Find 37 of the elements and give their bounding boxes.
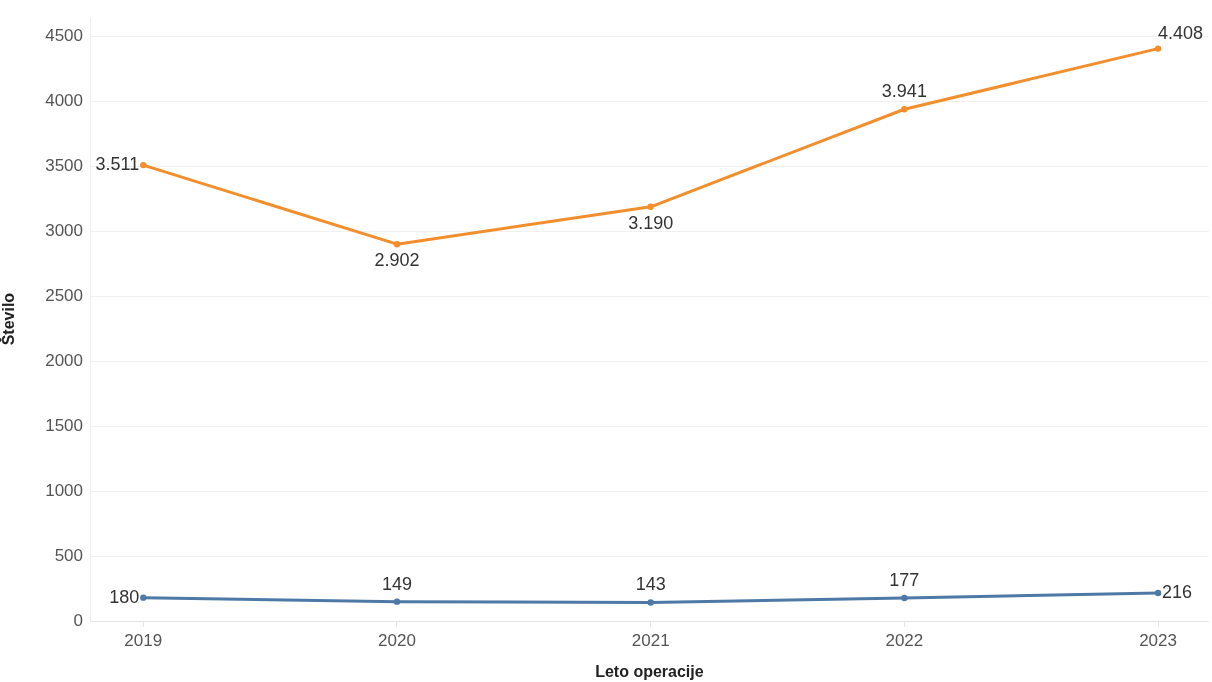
x-axis-title: Leto operacije <box>595 662 704 680</box>
data-label: 4.408 <box>1158 22 1204 43</box>
data-label: 3.190 <box>628 212 674 233</box>
point <box>140 161 147 169</box>
point <box>901 594 908 602</box>
point <box>901 106 908 113</box>
y-tick-label: 2000 <box>45 350 83 370</box>
x-tick-label: 2020 <box>378 630 416 650</box>
point <box>1154 45 1162 52</box>
y-tick-label: 500 <box>54 545 83 565</box>
point <box>393 240 401 248</box>
y-tick-label: 1000 <box>45 480 83 500</box>
point <box>647 203 654 210</box>
y-tick-label: 3000 <box>45 221 83 241</box>
data-label: 3.941 <box>881 81 927 102</box>
x-tick-label: 2022 <box>885 630 924 650</box>
point <box>393 598 401 605</box>
y-tick-label: 1500 <box>45 415 83 435</box>
x-tick-label: 2019 <box>124 630 163 650</box>
data-label: 149 <box>381 573 412 594</box>
data-label: 216 <box>1162 581 1193 602</box>
y-tick-label: 4000 <box>45 91 83 111</box>
x-tick-label: 2023 <box>1139 630 1177 650</box>
data-label: 2.902 <box>374 250 420 271</box>
data-label: 143 <box>635 574 666 595</box>
point <box>140 594 147 601</box>
point <box>647 599 654 606</box>
x-tick-label: 2021 <box>631 630 670 650</box>
y-axis-title: Število <box>0 292 18 346</box>
y-tick-label: 2500 <box>45 286 83 306</box>
point <box>1154 589 1162 597</box>
data-label: 177 <box>889 569 920 590</box>
y-tick-label: 3500 <box>45 156 83 176</box>
y-tick-label: 0 <box>73 610 83 630</box>
data-label: 180 <box>109 586 140 607</box>
y-tick-label: 4500 <box>45 26 83 46</box>
data-label: 3.511 <box>95 154 140 175</box>
